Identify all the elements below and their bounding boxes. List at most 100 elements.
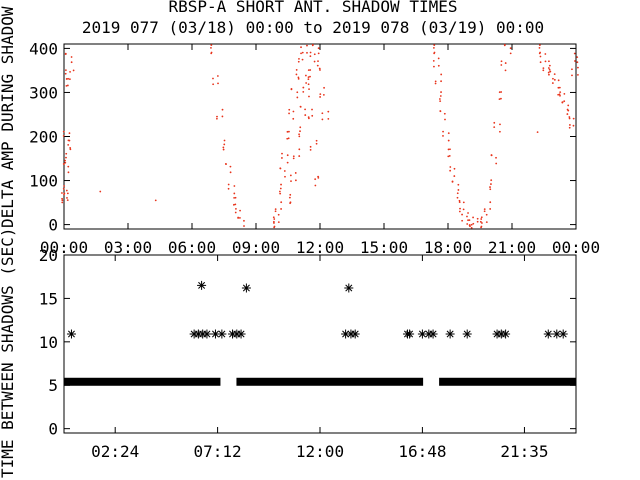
top-data-point (222, 148, 225, 151)
top-data-point (298, 135, 301, 138)
top-data-point (568, 124, 571, 126)
top-data-point (294, 179, 297, 182)
top-data-point (274, 210, 277, 213)
top-data-point (281, 157, 283, 159)
top-data-point (297, 76, 300, 79)
top-data-point (458, 201, 461, 204)
top-data-point (299, 126, 302, 129)
top-data-point (557, 86, 560, 89)
top-data-point (449, 166, 452, 168)
top-data-point (66, 84, 69, 87)
top-data-point (495, 162, 498, 165)
top-data-point (466, 215, 468, 218)
bottom-data-point (202, 329, 212, 339)
top-data-point (451, 180, 454, 183)
top-data-point (476, 220, 479, 223)
top-data-point (315, 139, 318, 142)
top-data-point (480, 218, 483, 220)
top-data-point (563, 100, 566, 103)
top-x-tick-label: 06:00 (168, 238, 216, 257)
top-data-point (216, 117, 218, 120)
top-panel: 00:00 03:00 06:00 09:00 12:00 15:00 18:00 21:00… (29, 39, 600, 257)
bottom-data-point (350, 329, 360, 339)
top-data-point (273, 218, 276, 220)
top-data-point (539, 55, 542, 58)
top-data-point (243, 219, 245, 222)
top-y-tick-label: 0 (48, 216, 58, 235)
top-data-point (466, 223, 469, 225)
bottom-x-tick-label: 12:00 (296, 442, 344, 461)
top-data-point (66, 197, 68, 199)
top-data-point (66, 199, 69, 202)
top-data-point (233, 196, 236, 199)
top-data-point (489, 208, 492, 210)
top-data-point (65, 152, 68, 155)
top-data-point (217, 82, 219, 85)
bottom-panel: 0 5 10 15 20 02:24 07:12 12:00 16:48 21:35 (39, 246, 577, 461)
top-x-tick-label: 09:00 (232, 238, 280, 257)
bottom-y-tick-label: 10 (39, 333, 58, 352)
top-data-point (490, 179, 493, 182)
top-data-point (476, 217, 479, 220)
top-data-point (576, 56, 579, 59)
chart-title: RBSP-A SHORT ANT. SHADOW TIMES (169, 0, 458, 16)
top-data-point (309, 145, 312, 148)
top-data-point (216, 75, 219, 77)
top-data-point (433, 44, 436, 46)
top-data-point (470, 226, 473, 229)
top-data-point (302, 90, 305, 93)
top-data-point (483, 208, 486, 210)
top-data-point (221, 115, 224, 118)
bottom-x-tick-label: 02:24 (91, 442, 139, 461)
top-data-point (322, 93, 325, 96)
top-data-point (561, 101, 564, 104)
top-data-point (316, 64, 319, 67)
bottom-data-point (197, 280, 207, 290)
top-data-point (439, 95, 442, 97)
top-data-point (64, 69, 67, 71)
top-data-point (453, 167, 456, 170)
top-data-point (212, 77, 214, 80)
top-data-point (433, 65, 435, 68)
top-data-point (288, 112, 290, 115)
top-data-point (279, 187, 282, 190)
top-data-point (304, 114, 307, 116)
top-data-point (292, 110, 295, 113)
top-data-point (307, 117, 310, 120)
top-data-point (62, 135, 65, 137)
top-data-point (292, 157, 295, 160)
top-data-point (447, 155, 450, 158)
top-y-tick-label: 400 (29, 39, 58, 58)
top-data-point (68, 78, 71, 81)
top-data-point (296, 96, 299, 99)
top-data-point (481, 222, 483, 224)
top-data-point (315, 142, 318, 145)
top-data-point (317, 60, 319, 63)
bottom-data-point (210, 329, 220, 339)
top-data-point (234, 196, 237, 199)
top-data-point (295, 73, 298, 76)
bottom-data-point (217, 329, 227, 339)
top-data-point (551, 82, 554, 84)
top-data-point (500, 64, 503, 66)
top-x-tick-label: 12:00 (296, 238, 344, 257)
top-data-point (63, 192, 66, 195)
top-data-point (495, 156, 497, 159)
top-data-point (544, 60, 547, 63)
top-data-point (442, 135, 444, 137)
top-data-point (456, 196, 459, 199)
top-data-point (553, 73, 556, 76)
top-data-point (283, 170, 286, 172)
top-data-point (67, 139, 70, 142)
top-data-point (61, 192, 63, 194)
top-data-point (299, 105, 302, 108)
top-data-point (63, 185, 66, 187)
bottom-plot-frame (63, 254, 577, 434)
top-data-point (539, 61, 542, 64)
top-data-point (547, 71, 550, 74)
top-data-point (227, 187, 230, 190)
top-data-point (317, 47, 320, 50)
top-data-point (440, 73, 443, 76)
top-data-point (318, 67, 321, 70)
top-data-point (542, 67, 545, 70)
